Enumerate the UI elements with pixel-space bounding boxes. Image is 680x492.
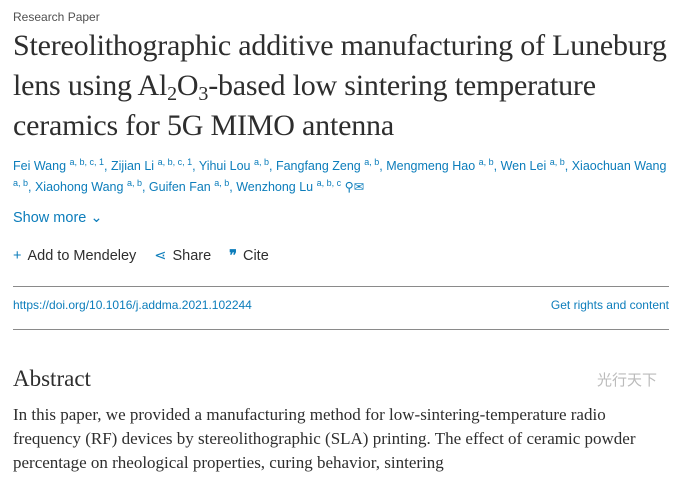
abstract-heading: Abstract: [13, 366, 91, 391]
author-link[interactable]: Wenzhong Lu: [236, 180, 314, 194]
author-link[interactable]: Fangfang Zeng: [275, 159, 361, 173]
author-affiliation: a, b: [364, 157, 380, 167]
share-icon: ⋖: [154, 248, 167, 264]
article-type-label: Research Paper: [13, 10, 100, 24]
author-link[interactable]: Wen Lei: [500, 159, 547, 173]
author-affiliation: a, b: [214, 178, 230, 188]
watermark: 光行天下: [596, 372, 657, 389]
author-link[interactable]: Guifen Fan: [148, 180, 211, 194]
share-button[interactable]: ⋖ Share: [154, 248, 212, 264]
author-list: Fei Wang a, b, c, 1, Zijian Li a, b, c, …: [13, 157, 667, 195]
plus-icon: +: [13, 248, 22, 264]
author-link[interactable]: Yihui Lou: [198, 159, 251, 173]
author-link[interactable]: Mengmeng Hao: [386, 159, 476, 173]
author-affiliation: a, b, c, 1: [69, 157, 105, 167]
email-icon[interactable]: ✉: [353, 180, 365, 194]
show-more-button[interactable]: Show more ⌄: [13, 210, 103, 226]
author-link[interactable]: Xiaochuan Wang: [571, 159, 667, 173]
person-icon[interactable]: ⚲: [344, 180, 354, 194]
abstract-text: In this paper, we provided a manufacturi…: [13, 405, 636, 472]
quote-icon: ❞: [229, 248, 237, 264]
author-affiliation: a, b: [126, 178, 142, 188]
author-affiliation: a, b, c: [316, 178, 342, 188]
author-link[interactable]: Zijian Li: [111, 159, 155, 173]
cite-button[interactable]: ❞ Cite: [229, 248, 269, 264]
author-affiliation: a, b: [549, 157, 565, 167]
doi-link[interactable]: https://doi.org/10.1016/j.addma.2021.102…: [13, 298, 252, 312]
author-affiliation: a, b, c, 1: [157, 157, 193, 167]
article-title: Stereolithographic additive manufacturin…: [13, 29, 667, 142]
author-affiliation: a, b: [478, 157, 494, 167]
author-link[interactable]: Xiaohong Wang: [34, 180, 124, 194]
add-to-mendeley-button[interactable]: + Add to Mendeley: [13, 248, 137, 264]
author-affiliation: a, b: [13, 178, 29, 188]
divider: [13, 329, 669, 330]
chevron-down-icon: ⌄: [90, 210, 103, 226]
rights-link[interactable]: Get rights and content: [550, 298, 669, 312]
divider: [13, 286, 669, 287]
author-affiliation: a, b: [253, 157, 269, 167]
author-link[interactable]: Fei Wang: [13, 159, 67, 173]
